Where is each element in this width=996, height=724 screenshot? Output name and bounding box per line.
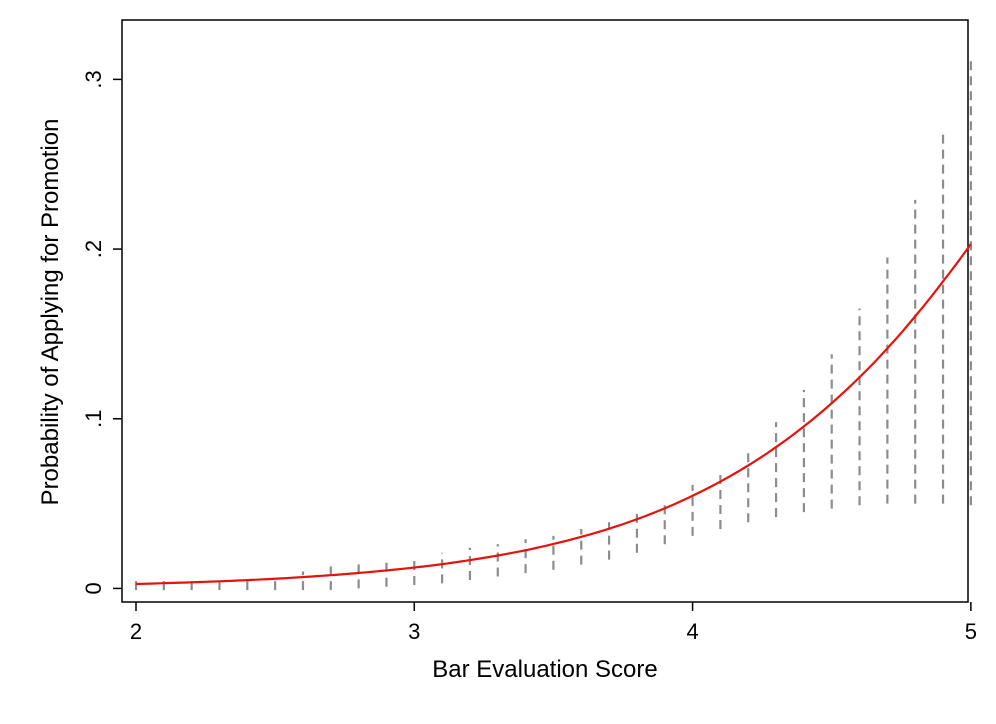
x-axis-title: Bar Evaluation Score xyxy=(432,656,657,683)
plot-frame xyxy=(121,19,969,603)
y-tick-label-1: .1 xyxy=(81,410,106,428)
y-axis-title: Probability of Applying for Promotion xyxy=(37,119,64,506)
fitted-probability-line xyxy=(135,243,972,586)
y-tick-label-0: 0 xyxy=(81,582,106,594)
x-tick-label-3: 5 xyxy=(965,619,977,644)
x-tick-label-0: 2 xyxy=(130,619,142,644)
axis-layer: 2 3 4 5 0 .1 .2 .3 xyxy=(81,70,977,644)
x-tick-label-2: 4 xyxy=(686,619,698,644)
y-tick-label-3: .3 xyxy=(81,70,106,88)
fitted-line-layer xyxy=(135,243,972,586)
y-tick-label-2: .2 xyxy=(81,240,106,258)
x-tick-label-1: 3 xyxy=(408,619,420,644)
